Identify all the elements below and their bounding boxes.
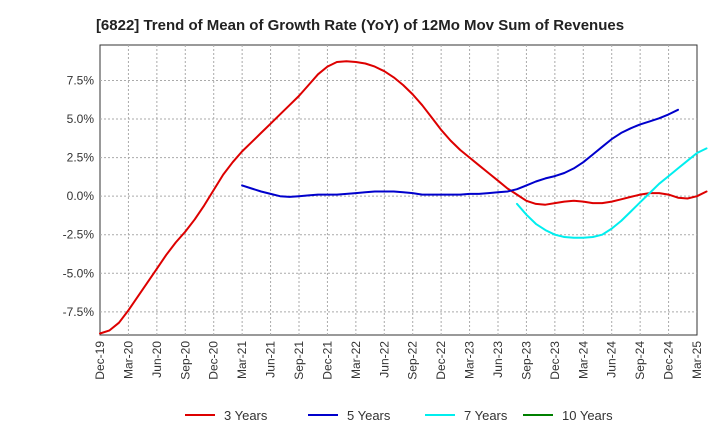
x-tick-label: Jun-23 <box>491 341 505 378</box>
chart-title: [6822] Trend of Mean of Growth Rate (YoY… <box>96 17 624 34</box>
x-tick-label: Sep-23 <box>519 341 533 380</box>
legend-label-10-years: 10 Years <box>562 408 613 423</box>
x-tick-label: Mar-20 <box>121 341 135 379</box>
x-tick-label: Mar-23 <box>463 341 477 379</box>
y-tick-label: -2.5% <box>63 228 95 242</box>
plot-area <box>99 44 698 336</box>
legend-label-5-years: 5 Years <box>347 408 391 423</box>
x-tick-label: Jun-21 <box>264 341 278 378</box>
x-tick-label: Jun-24 <box>605 341 619 378</box>
y-tick-label: 5.0% <box>67 112 95 126</box>
x-tick-label: Mar-21 <box>235 341 249 379</box>
y-axis: -7.5% -5.0% -2.5% 0.0% 2.5% 5.0% 7.5% <box>63 73 95 318</box>
legend-label-7-years: 7 Years <box>464 408 508 423</box>
x-tick-label: Dec-22 <box>434 341 448 380</box>
y-tick-label: 7.5% <box>67 73 95 87</box>
x-tick-label: Sep-20 <box>178 341 192 380</box>
x-tick-label: Dec-20 <box>207 341 221 380</box>
x-tick-label: Jun-22 <box>377 341 391 378</box>
x-tick-label: Sep-24 <box>633 341 647 380</box>
x-axis: Dec-19 Mar-20 Jun-20 Sep-20 Dec-20 Mar-21 Jun-… <box>93 341 704 380</box>
x-tick-label: Mar-25 <box>690 341 704 379</box>
y-tick-label: -5.0% <box>63 266 95 280</box>
x-tick-label: Sep-22 <box>406 341 420 380</box>
x-tick-label: Jun-20 <box>150 341 164 378</box>
legend: 3 Years 5 Years 7 Years 10 Years <box>185 408 613 423</box>
x-tick-label: Dec-23 <box>548 341 562 380</box>
series-line-3-years <box>99 60 708 335</box>
x-tick-label: Sep-21 <box>292 341 306 380</box>
y-tick-label: 2.5% <box>67 151 95 165</box>
x-tick-label: Dec-21 <box>320 341 334 380</box>
series-line-5-years <box>241 108 679 198</box>
series-line-7-years <box>516 147 708 239</box>
y-tick-label: 0.0% <box>67 189 95 203</box>
x-tick-label: Mar-22 <box>349 341 363 379</box>
x-tick-label: Dec-19 <box>93 341 107 380</box>
y-tick-label: -7.5% <box>63 305 95 319</box>
legend-label-3-years: 3 Years <box>224 408 268 423</box>
series-group <box>99 60 708 335</box>
x-tick-label: Mar-24 <box>576 341 590 379</box>
x-tick-label: Dec-24 <box>662 341 676 380</box>
